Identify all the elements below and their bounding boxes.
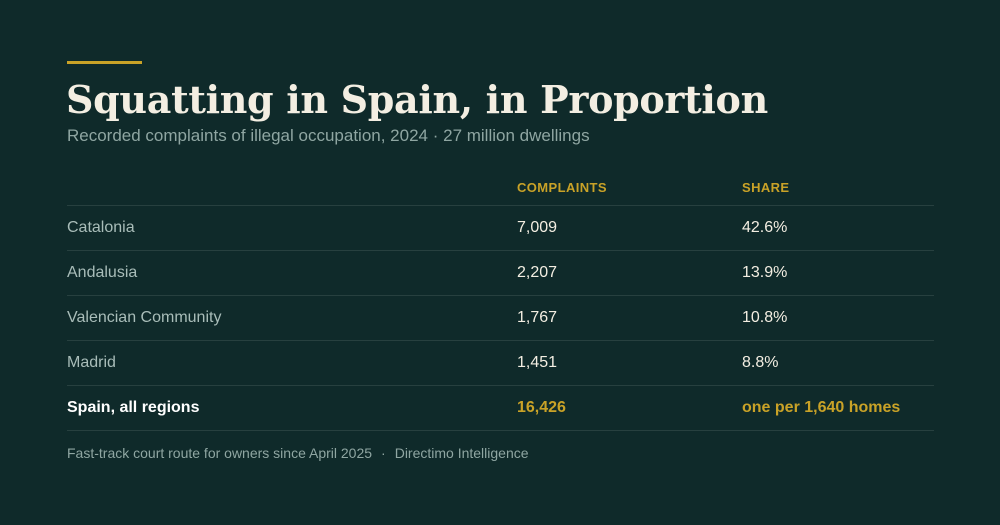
- page-title: Squatting in Spain, in Proportion: [66, 77, 768, 122]
- table-row: Catalonia 7,009 42.6%: [67, 206, 934, 251]
- table-total-row: Spain, all regions 16,426 one per 1,640 …: [67, 386, 934, 431]
- table-row: Andalusia 2,207 13.9%: [67, 251, 934, 296]
- table-row: Valencian Community 1,767 10.8%: [67, 296, 934, 341]
- complaints-cell: 1,767: [517, 309, 558, 326]
- table-header-row: COMPLAINTS SHARE: [67, 165, 934, 206]
- complaints-table: COMPLAINTS SHARE Catalonia 7,009 42.6% A…: [67, 165, 934, 431]
- share-cell: 42.6%: [742, 219, 788, 236]
- complaints-cell: 1,451: [517, 354, 558, 371]
- footer-source: Directimo Intelligence: [394, 445, 529, 461]
- page-subtitle: Recorded complaints of illegal occupatio…: [67, 126, 590, 145]
- total-share-cell: one per 1,640 homes: [742, 399, 901, 416]
- region-cell: Valencian Community: [67, 309, 222, 326]
- footer-separator: ·: [381, 445, 386, 461]
- share-cell: 13.9%: [742, 264, 788, 281]
- accent-rule: [67, 61, 142, 64]
- column-header-complaints: COMPLAINTS: [517, 179, 607, 195]
- region-cell: Madrid: [67, 354, 116, 371]
- share-cell: 10.8%: [742, 309, 788, 326]
- complaints-cell: 7,009: [517, 219, 558, 236]
- share-cell: 8.8%: [742, 354, 779, 371]
- footer-note-text: Fast-track court route for owners since …: [67, 445, 373, 461]
- total-complaints-cell: 16,426: [517, 399, 566, 416]
- footer-note: Fast-track court route for owners since …: [67, 444, 529, 462]
- complaints-cell: 2,207: [517, 264, 558, 281]
- table-row: Madrid 1,451 8.8%: [67, 341, 934, 386]
- total-region-cell: Spain, all regions: [67, 399, 200, 416]
- column-header-share: SHARE: [742, 179, 790, 195]
- region-cell: Andalusia: [67, 264, 138, 281]
- region-cell: Catalonia: [67, 219, 135, 236]
